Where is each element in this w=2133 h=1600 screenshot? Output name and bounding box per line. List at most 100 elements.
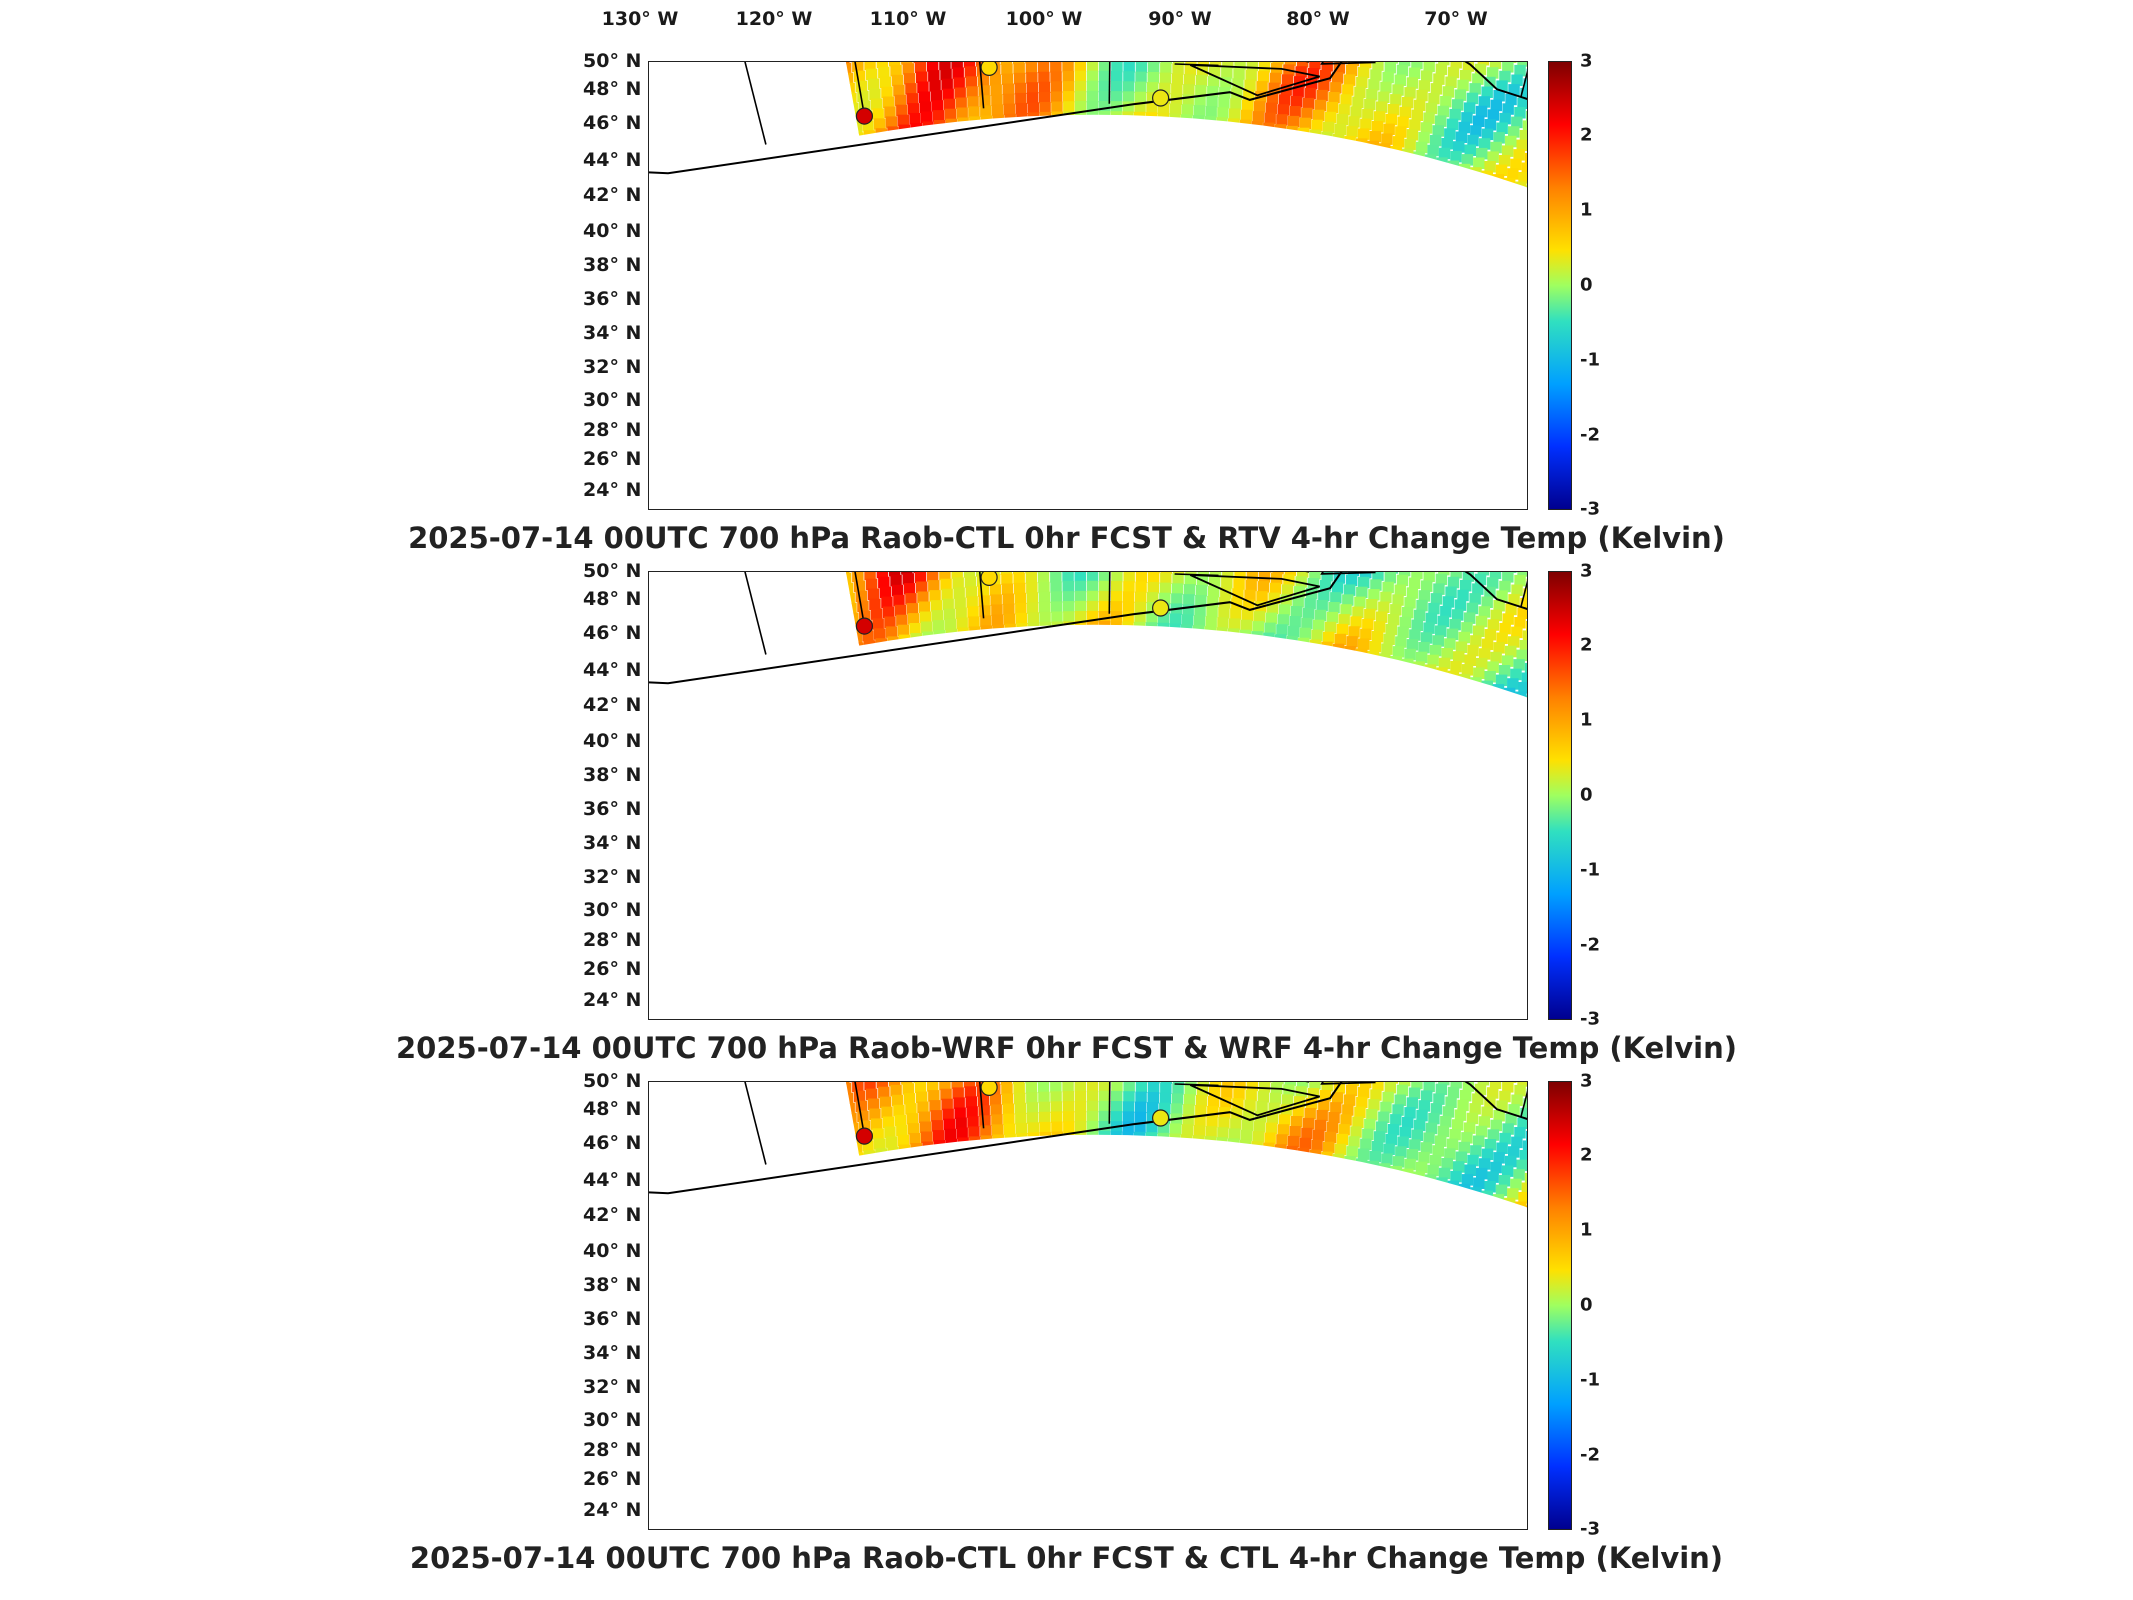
latitude-label: 40° N <box>583 730 642 752</box>
longitude-label: 90° W <box>1148 8 1212 30</box>
latitude-label: 38° N <box>583 1274 642 1296</box>
colorbar-tick-label: -3 <box>1580 1008 1600 1030</box>
temperature-field <box>813 1082 1527 1227</box>
colorbar-tick-label: -3 <box>1580 498 1600 520</box>
latitude-label: 28° N <box>583 929 642 951</box>
latitude-label: 44° N <box>583 149 642 171</box>
latitude-label: 32° N <box>583 356 642 378</box>
latitude-label: 30° N <box>583 899 642 921</box>
raob-station-marker <box>1152 1109 1170 1127</box>
latitude-label: 48° N <box>583 588 642 610</box>
latitude-label: 26° N <box>583 958 642 980</box>
state-borders <box>649 572 1527 685</box>
latitude-label: 44° N <box>583 1169 642 1191</box>
colorbar-tick-label: -2 <box>1580 934 1600 956</box>
colorbar-tick-label: 1 <box>1580 709 1593 731</box>
colorbar-tick-label: 3 <box>1580 50 1593 72</box>
map-panel-2: 50° N 48° N 46° N 44° N 42° N 40° N 38° N 36° N… <box>0 560 2133 1087</box>
latitude-label: 30° N <box>583 1409 642 1431</box>
latitude-label: 50° N <box>583 560 642 582</box>
latitude-label: 30° N <box>583 389 642 411</box>
panel-title: 2025-07-14 00UTC 700 hPa Raob-CTL 0hr FC… <box>409 1541 1724 1575</box>
latitude-label: 50° N <box>583 1070 642 1092</box>
latitude-label: 26° N <box>583 448 642 470</box>
latitude-label: 36° N <box>583 798 642 820</box>
raob-station-marker <box>1152 599 1170 617</box>
colorbar <box>1548 571 1572 1020</box>
colorbar-tick-label: -1 <box>1580 1369 1600 1391</box>
colorbar-tick-label: 3 <box>1580 1070 1593 1092</box>
raob-station-marker <box>1152 89 1170 107</box>
colorbar-tick-label: 2 <box>1580 1144 1593 1166</box>
latitude-label: 42° N <box>583 1204 642 1226</box>
raob-station-marker <box>980 1082 998 1096</box>
colorbar-tick-label: -3 <box>1580 1518 1600 1540</box>
latitude-label: 40° N <box>583 1240 642 1262</box>
raob-station-marker <box>980 62 998 76</box>
latitude-label: 24° N <box>583 1499 642 1521</box>
map-panel-3: 50° N 48° N 46° N 44° N 42° N 40° N 38° N 36° N… <box>0 1070 2133 1597</box>
colorbar-tick-label: 1 <box>1580 1219 1593 1241</box>
temperature-change-map <box>649 1082 1527 1227</box>
longitude-axis: 130° W 120° W 110° W 100° W 90° W 80° W 70° W <box>0 0 2133 40</box>
raob-station-marker <box>980 572 998 586</box>
temperature-change-map <box>649 572 1527 717</box>
colorbar-tick-label: 0 <box>1580 274 1593 296</box>
latitude-label: 32° N <box>583 1376 642 1398</box>
raob-station-marker <box>855 107 873 125</box>
latitude-label: 28° N <box>583 419 642 441</box>
map-frame <box>648 1081 1528 1530</box>
colorbar-tick-label: 0 <box>1580 1294 1593 1316</box>
colorbar-tick-label: 1 <box>1580 199 1593 221</box>
longitude-label: 80° W <box>1286 8 1350 30</box>
latitude-label: 24° N <box>583 989 642 1011</box>
longitude-label: 110° W <box>869 8 947 30</box>
temperature-field <box>813 62 1527 207</box>
panel-title: 2025-07-14 00UTC 700 hPa Raob-WRF 0hr FC… <box>395 1031 1737 1065</box>
latitude-label: 44° N <box>583 659 642 681</box>
latitude-label: 50° N <box>583 50 642 72</box>
state-borders <box>649 62 1527 175</box>
latitude-label: 42° N <box>583 694 642 716</box>
latitude-label: 32° N <box>583 866 642 888</box>
raob-station-marker <box>855 1127 873 1145</box>
latitude-label: 40° N <box>583 220 642 242</box>
latitude-label: 48° N <box>583 1098 642 1120</box>
latitude-label: 46° N <box>583 622 642 644</box>
panel-title: 2025-07-14 00UTC 700 hPa Raob-CTL 0hr FC… <box>408 521 1725 555</box>
colorbar-tick-label: -2 <box>1580 424 1600 446</box>
map-frame <box>648 571 1528 1020</box>
latitude-label: 38° N <box>583 764 642 786</box>
temperature-change-map <box>649 62 1527 207</box>
latitude-label: 46° N <box>583 112 642 134</box>
latitude-label: 42° N <box>583 184 642 206</box>
map-frame <box>648 61 1528 510</box>
colorbar <box>1548 61 1572 510</box>
raob-station-marker <box>855 617 873 635</box>
latitude-label: 34° N <box>583 322 642 344</box>
colorbar <box>1548 1081 1572 1530</box>
latitude-label: 38° N <box>583 254 642 276</box>
longitude-label: 130° W <box>601 8 679 30</box>
state-borders <box>649 1082 1527 1195</box>
latitude-label: 36° N <box>583 288 642 310</box>
colorbar-tick-label: 3 <box>1580 560 1593 582</box>
latitude-label: 24° N <box>583 479 642 501</box>
longitude-label: 100° W <box>1005 8 1083 30</box>
colorbar-tick-label: -2 <box>1580 1444 1600 1466</box>
latitude-label: 34° N <box>583 1342 642 1364</box>
latitude-label: 34° N <box>583 832 642 854</box>
map-panel-1: 50° N 48° N 46° N 44° N 42° N 40° N 38° N 36° N… <box>0 50 2133 577</box>
latitude-label: 48° N <box>583 78 642 100</box>
latitude-label: 36° N <box>583 1308 642 1330</box>
colorbar-tick-label: 0 <box>1580 784 1593 806</box>
colorbar-tick-label: 2 <box>1580 124 1593 146</box>
temperature-field <box>813 572 1527 717</box>
longitude-label: 120° W <box>735 8 813 30</box>
colorbar-tick-label: -1 <box>1580 859 1600 881</box>
colorbar-tick-label: 2 <box>1580 634 1593 656</box>
latitude-label: 26° N <box>583 1468 642 1490</box>
colorbar-tick-label: -1 <box>1580 349 1600 371</box>
latitude-label: 28° N <box>583 1439 642 1461</box>
longitude-label: 70° W <box>1424 8 1488 30</box>
